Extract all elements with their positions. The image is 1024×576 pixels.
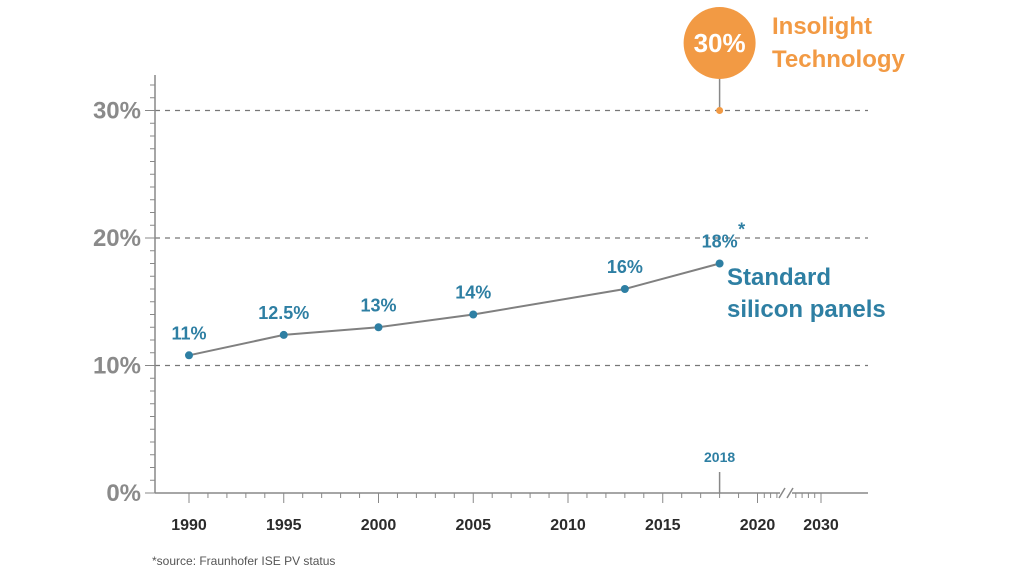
series-name-standard-silicon: Standard <box>727 264 831 291</box>
x-tick-label: 2020 <box>740 517 776 534</box>
data-point <box>279 330 288 339</box>
series-name-insolight: Insolight <box>772 13 872 40</box>
x-tick-label: 2005 <box>455 517 491 534</box>
x-tick-label: 2000 <box>361 517 397 534</box>
series-line-standard-silicon <box>188 262 720 357</box>
bubble-label: 30% <box>694 28 746 58</box>
source-footnote: *source: Fraunhofer ISE PV status <box>152 554 336 568</box>
data-point <box>715 259 724 268</box>
axes <box>145 75 868 503</box>
data-point <box>620 285 629 293</box>
series-name-insolight: Technology <box>772 46 906 73</box>
footnote-mark: * <box>738 220 745 240</box>
x-tick-label: 2010 <box>550 517 586 534</box>
y-tick-label: 10% <box>93 353 141 380</box>
data-label: 16% <box>607 257 643 277</box>
data-label: 13% <box>360 295 396 315</box>
y-tick-label: 30% <box>93 98 141 125</box>
data-label: 12.5% <box>258 303 309 323</box>
data-point <box>716 107 724 114</box>
series <box>185 7 756 360</box>
series-name-standard-silicon: silicon panels <box>727 296 886 323</box>
axis-break <box>778 487 794 499</box>
data-label: 18% <box>702 232 738 252</box>
data-point <box>469 310 478 319</box>
year-marker-label: 2018 <box>704 449 735 465</box>
x-tick-label: 1990 <box>171 517 207 534</box>
labels: 0% 10% 20% 30% 1990 1995 2000 2005 2010 2015 2020 2… <box>93 13 906 534</box>
data-point <box>185 351 193 360</box>
y-tick-label: 20% <box>93 225 141 252</box>
y-tick-label: 0% <box>106 480 141 507</box>
gridlines <box>155 109 868 367</box>
value-bubble <box>683 7 756 79</box>
axis-break-stroke <box>786 487 794 499</box>
x-tick-label: 2030 <box>803 517 839 534</box>
axis-break-stroke <box>778 487 786 499</box>
data-label: 11% <box>171 323 206 343</box>
x-tick-label: 2015 <box>645 517 681 534</box>
data-label: 14% <box>455 283 491 303</box>
data-point <box>374 323 383 332</box>
x-tick-label: 1995 <box>266 517 302 534</box>
